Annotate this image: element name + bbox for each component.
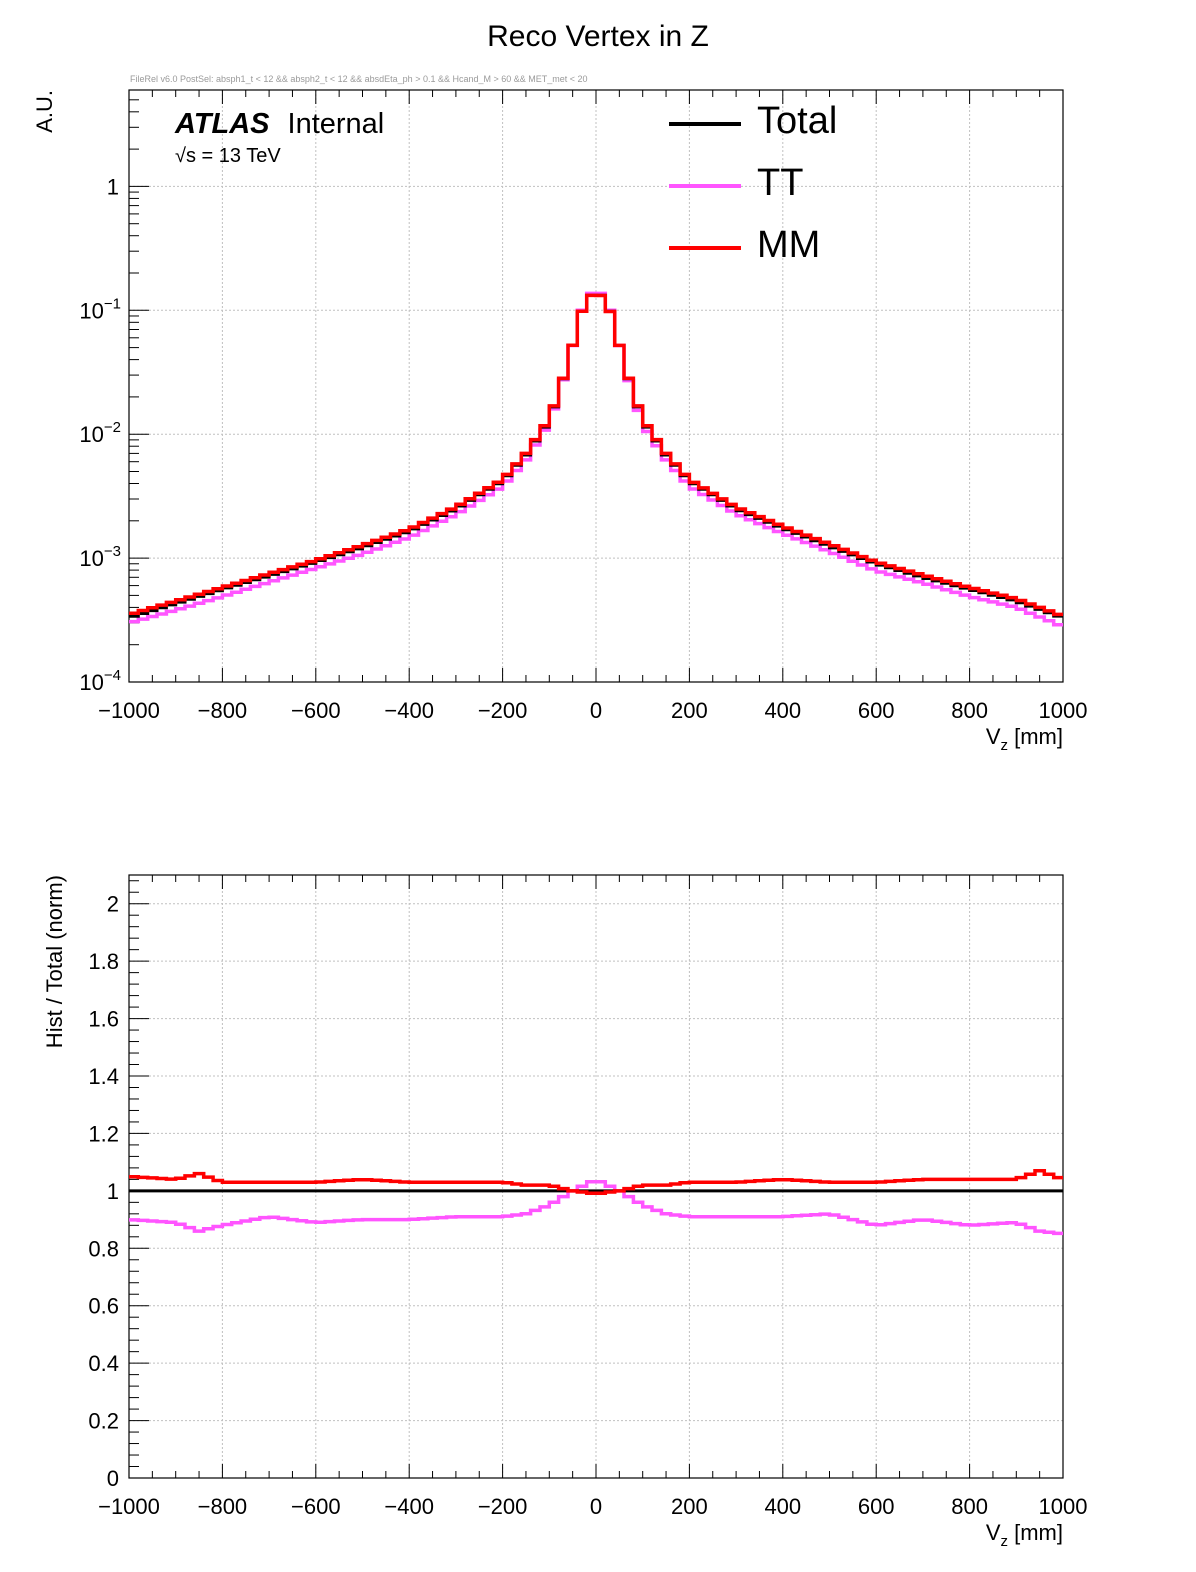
y-tick-label: 0.4 (88, 1351, 119, 1376)
legend-swatch-tt (669, 184, 741, 188)
legend: Total TT MM (665, 98, 925, 284)
y-tick-label: 10−1 (79, 295, 121, 323)
x-tick-label: −800 (198, 1494, 248, 1519)
y-axis-title: A.U. (32, 90, 57, 133)
y-tick-label: 1.6 (88, 1007, 119, 1032)
legend-item-tt: TT (665, 160, 925, 222)
panel-main: −1000 −800 −600 −400 −200 0 200 400 600 800 1000 10… (32, 89, 1088, 754)
series-mm-line (129, 293, 1063, 617)
x-tick-label: 600 (858, 1494, 895, 1519)
panel-ratio: −1000 −800 −600 −400 −200 0 200 400 600 800 1000 0 0… (42, 874, 1088, 1550)
x-tick-label: 800 (951, 1494, 988, 1519)
y-tick-label: 1.8 (88, 949, 119, 974)
atlas-experiment-name: ATLAS (175, 108, 270, 140)
x-tick-label: −1000 (98, 1494, 160, 1519)
legend-swatch-mm (669, 246, 741, 250)
y-tick-label: 0.2 (88, 1409, 119, 1434)
y-tick-label: 0 (107, 1466, 119, 1491)
atlas-status: Internal (287, 108, 385, 140)
x-tick-label: 1000 (1039, 1494, 1088, 1519)
x-tick-label: −400 (384, 1494, 434, 1519)
legend-item-mm: MM (665, 222, 925, 284)
x-tick-label: 800 (951, 698, 988, 723)
legend-label-total: Total (757, 100, 838, 142)
atlas-label: ATLAS Internal (175, 108, 384, 141)
y-axis-title: Hist / Total (norm) (42, 875, 67, 1048)
x-tick-label: 400 (764, 698, 801, 723)
x-tick-label: 0 (590, 698, 602, 723)
x-axis-title: Vz [mm] (986, 1520, 1063, 1550)
y-tick-label: 1.4 (88, 1064, 119, 1089)
y-tick-label: 1 (107, 1179, 119, 1204)
y-tick-label: 0.8 (88, 1236, 119, 1261)
x-tick-label: −1000 (98, 698, 160, 723)
chart-title: Reco Vertex in Z (487, 20, 709, 53)
x-tick-label: −200 (478, 1494, 528, 1519)
x-tick-label: −800 (198, 698, 248, 723)
y-tick-label: 0.6 (88, 1294, 119, 1319)
series-tt-line (129, 291, 1063, 627)
x-tick-label: −600 (291, 1494, 341, 1519)
selection-cuts-text: FileRel v6.0 PostSel: absph1_t < 12 && a… (130, 74, 588, 84)
x-tick-label: 1000 (1039, 698, 1088, 723)
energy-label: √s = 13 TeV (175, 145, 281, 167)
series-mm-line (129, 1169, 1063, 1195)
y-tick-label: 2 (107, 892, 119, 917)
x-tick-label: 400 (764, 1494, 801, 1519)
x-axis-title: Vz [mm] (986, 724, 1063, 754)
x-tick-label: −400 (384, 698, 434, 723)
legend-label-tt: TT (757, 162, 804, 204)
legend-label-mm: MM (757, 224, 821, 266)
y-tick-label: 10−3 (79, 543, 121, 571)
series-tt-line (129, 1179, 1063, 1236)
y-tick-label: 1.2 (88, 1121, 119, 1146)
y-tick-label: 10−4 (79, 667, 121, 695)
y-tick-label: 10−2 (79, 419, 121, 447)
legend-item-total: Total (665, 98, 925, 160)
x-tick-label: 200 (671, 1494, 708, 1519)
x-tick-label: −200 (478, 698, 528, 723)
y-tick-label: 1 (107, 174, 119, 199)
x-tick-label: 200 (671, 698, 708, 723)
x-tick-label: −600 (291, 698, 341, 723)
x-tick-label: 600 (858, 698, 895, 723)
x-tick-label: 0 (590, 1494, 602, 1519)
legend-swatch-total (669, 122, 741, 126)
